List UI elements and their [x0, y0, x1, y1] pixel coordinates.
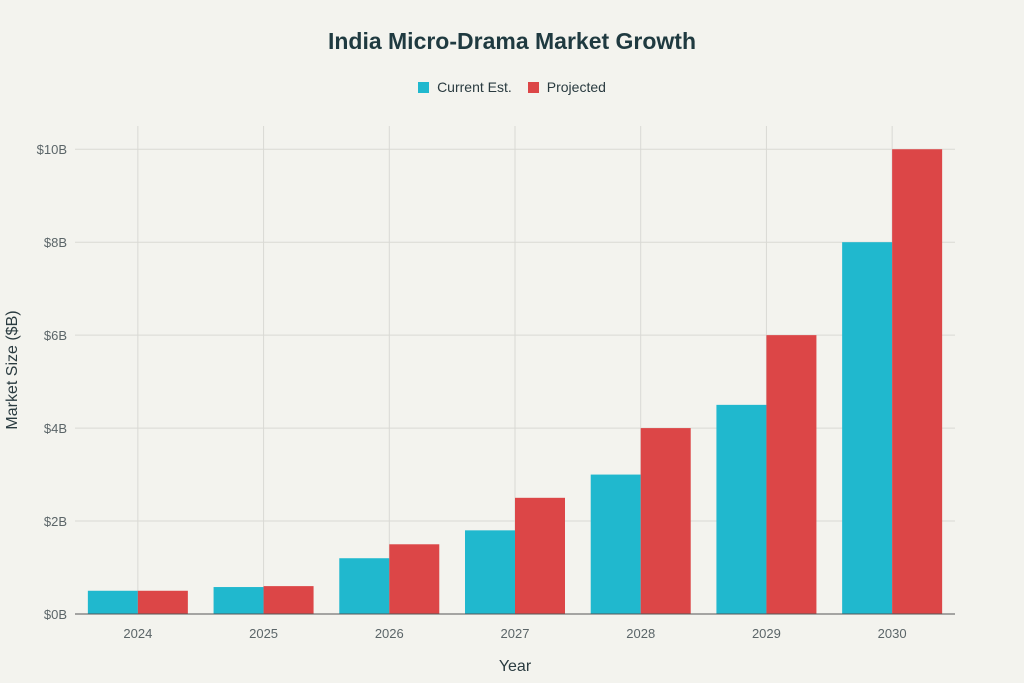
bar-projected[interactable]	[640, 428, 691, 614]
bar-current-est[interactable]	[339, 558, 390, 614]
bars	[87, 149, 943, 614]
x-tick-label: 2029	[752, 626, 781, 641]
legend-swatch-projected	[527, 81, 539, 93]
legend: Current Est. Projected	[0, 79, 1024, 95]
bar-current-est[interactable]	[87, 590, 138, 614]
x-axis-title: Year	[499, 658, 532, 675]
y-tick-label: $0B	[44, 607, 67, 622]
x-tick-label: 2025	[249, 626, 278, 641]
y-tick-labels: $0B $2B $4B $6B $8B $10B	[37, 142, 67, 622]
bar-projected[interactable]	[515, 497, 565, 614]
y-tick-label: $8B	[44, 235, 67, 250]
x-tick-label: 2027	[501, 626, 530, 641]
x-tick-label: 2024	[123, 626, 152, 641]
bar-projected[interactable]	[766, 335, 817, 614]
legend-swatch-current	[418, 81, 430, 93]
legend-item-projected[interactable]: Projected	[527, 79, 606, 95]
bar-projected[interactable]	[389, 544, 440, 614]
chart-title: India Micro-Drama Market Growth	[327, 28, 697, 54]
bar-current-est[interactable]	[716, 404, 767, 614]
y-tick-label: $4B	[44, 421, 67, 436]
x-tick-label: 2026	[375, 626, 404, 641]
x-tick-labels: 2024 2025 2026 2027 2028 2029 2030	[123, 626, 906, 641]
y-axis-title: Market Size ($B)	[4, 310, 21, 429]
bar-projected[interactable]	[263, 586, 314, 614]
bar-projected[interactable]	[892, 149, 943, 614]
bar-current-est[interactable]	[842, 242, 893, 614]
legend-label-current: Current Est.	[437, 79, 512, 95]
y-tick-label: $2B	[44, 514, 67, 529]
bar-current-est[interactable]	[590, 474, 641, 614]
y-tick-label: $6B	[44, 328, 67, 343]
y-tick-label: $10B	[37, 142, 67, 157]
bar-projected[interactable]	[137, 590, 188, 614]
bar-current-est[interactable]	[465, 530, 515, 614]
legend-item-current[interactable]: Current Est.	[418, 79, 512, 95]
x-tick-label: 2028	[626, 626, 655, 641]
x-tick-label: 2030	[878, 626, 907, 641]
legend-label-projected: Projected	[546, 79, 606, 95]
bar-current-est[interactable]	[213, 587, 264, 614]
